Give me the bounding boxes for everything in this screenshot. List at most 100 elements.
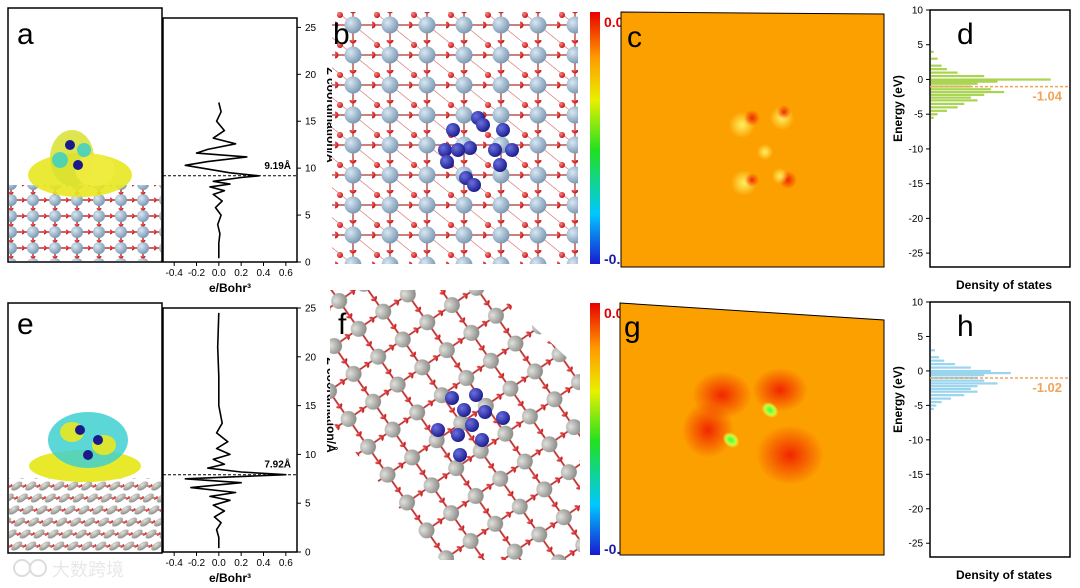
x-tick-label: -0.4 (166, 558, 184, 569)
x-tick-label: 0.4 (257, 558, 271, 569)
y-tick-label: 0 (917, 366, 923, 377)
y-tick-label: 10 (912, 6, 924, 17)
plot-frame (929, 9, 1071, 268)
panel-h-label: h (957, 310, 974, 343)
panel-e-label: e (17, 308, 34, 341)
x-axis-label: e/Bohr³ (209, 571, 251, 585)
panel-d-label: d (957, 18, 974, 51)
dos-bar (931, 376, 978, 380)
dos-bar (931, 404, 937, 407)
dos-bar (931, 88, 991, 91)
peak-annotation: 7.92Å (264, 458, 291, 471)
panel-a-label: a (17, 18, 34, 51)
plot-frame (162, 17, 298, 263)
y-tick-label: -15 (909, 470, 924, 481)
y-tick-label: -25 (909, 539, 924, 550)
panel-c-charge-map: 0.014 -0.070 c (590, 11, 885, 268)
y-tick-label: 10 (305, 450, 317, 461)
y-tick-label: -10 (909, 144, 924, 155)
x-tick-label: -0.4 (166, 268, 184, 279)
x-tick-label: -0.2 (188, 268, 206, 279)
y-tick-label: 0 (305, 258, 311, 269)
panel-e-structure: e (7, 302, 163, 554)
dos-bar (931, 385, 978, 388)
x-tick-label: 0.0 (212, 558, 226, 569)
dos-bar (931, 379, 985, 382)
y-tick-label: -25 (909, 249, 924, 260)
dos-bar (931, 99, 978, 102)
panel-g-label: g (624, 311, 641, 344)
y-tick-label: 10 (912, 298, 924, 309)
watermark: 大数跨境 (13, 559, 124, 580)
d-band-center-label: -1.04 (1032, 89, 1062, 104)
y-tick-label: 5 (305, 499, 311, 510)
panel-f-label: f (338, 308, 347, 341)
y-tick-label: 0 (917, 75, 923, 86)
panel-h-dos: 10 5 0 -5 -10 -15 -20 -25 Energy (eV) Density of … (891, 298, 1071, 582)
dos-bar (931, 109, 947, 112)
y-tick-label: 25 (305, 304, 317, 315)
dos-bar (931, 78, 1051, 81)
dos-bar (931, 116, 934, 119)
dos-bar (931, 90, 1005, 94)
x-tick-label: 0.6 (279, 558, 293, 569)
dos-bar (931, 64, 942, 67)
d-band-center-label: -1.02 (1032, 380, 1062, 395)
x-tick-label: -0.2 (188, 558, 206, 569)
plot-frame (162, 307, 298, 553)
colorbar-top (590, 12, 600, 264)
x-tick-label: 0.0 (212, 268, 226, 279)
plot-frame (929, 301, 1071, 558)
x-axis-label: Density of states (956, 568, 1052, 582)
watermark-text: 大数跨境 (52, 560, 124, 580)
x-tick-label: 0.6 (279, 268, 293, 279)
y-tick-label: 20 (305, 352, 317, 363)
charge-curve (184, 102, 260, 259)
panel-f-structure: f (330, 290, 580, 560)
x-axis-label: Density of states (956, 278, 1052, 292)
panel-g-charge-map: 0.014 -0.070 g (590, 302, 885, 557)
y-tick-label: 25 (305, 23, 317, 34)
y-axis-label: Energy (eV) (891, 366, 905, 433)
y-tick-label: 5 (305, 211, 311, 222)
x-tick-label: 0.4 (257, 268, 271, 279)
y-tick-label: 15 (305, 117, 317, 128)
dos-bar (931, 387, 971, 391)
y-tick-label: -5 (914, 401, 923, 412)
y-axis-label: Energy (eV) (891, 75, 905, 142)
panel-a-structure: a (7, 7, 163, 263)
peak-annotation: 9.19Å (264, 159, 291, 172)
dos-bar (931, 374, 985, 377)
dos-bar (931, 68, 947, 71)
dos-bar (931, 407, 934, 411)
panel-b-structure: b (332, 12, 578, 264)
x-tick-label: 0.2 (234, 558, 248, 569)
dos-bar (931, 382, 998, 385)
dos-bar (931, 57, 938, 60)
dos-bar (931, 96, 971, 99)
y-tick-label: -20 (909, 504, 924, 515)
dos-bar (931, 369, 991, 373)
dos-bar (931, 359, 945, 362)
y-tick-label: -5 (914, 110, 923, 121)
panel-d-dos: 10 5 0 -5 -10 -15 -20 -25 Energy (eV) Density of … (891, 6, 1071, 292)
dos-bar (931, 390, 978, 393)
charge-curve (184, 312, 287, 549)
dos-bar (931, 82, 978, 85)
dos-bar (931, 74, 985, 78)
y-tick-label: 20 (305, 70, 317, 81)
dos-bar (931, 80, 998, 83)
dos-bar (931, 93, 985, 96)
dos-bar (931, 363, 955, 366)
y-tick-label: 5 (917, 332, 923, 343)
x-axis-label: e/Bohr³ (209, 281, 251, 295)
dos-bar (931, 349, 935, 352)
y-tick-label: -20 (909, 214, 924, 225)
y-tick-label: 0 (305, 548, 311, 559)
x-tick-label: 0.2 (234, 268, 248, 279)
dos-bar (931, 106, 958, 109)
y-tick-label: -15 (909, 179, 924, 190)
